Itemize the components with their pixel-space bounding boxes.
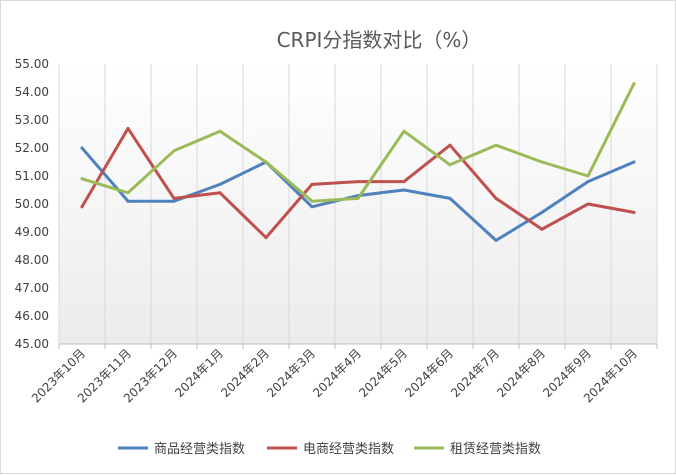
- data-point: [586, 180, 590, 184]
- data-point: [356, 196, 360, 200]
- x-tick-label: 2024年7月: [448, 346, 502, 400]
- x-tick-label: 2024年6月: [402, 346, 456, 400]
- data-point: [448, 143, 452, 147]
- legend: 商品经营类指数 电商经营类指数 租赁经营类指数: [118, 442, 541, 457]
- data-point: [402, 129, 406, 133]
- data-point: [448, 163, 452, 167]
- data-point: [540, 160, 544, 164]
- legend-label: 租赁经营类指数: [450, 442, 541, 457]
- legend-label: 电商经营类指数: [303, 442, 394, 457]
- data-point: [80, 205, 84, 209]
- data-point: [632, 82, 636, 86]
- data-point: [494, 143, 498, 147]
- y-tick-label: 53.00: [15, 113, 49, 127]
- x-axis-ticks: 2023年10月2023年11月2023年12月2024年1月2024年2月20…: [29, 346, 640, 405]
- axes: [58, 343, 658, 349]
- data-point: [448, 196, 452, 200]
- data-point: [402, 188, 406, 192]
- y-tick-label: 46.00: [15, 309, 49, 323]
- plot-area: [59, 64, 657, 344]
- data-point: [310, 182, 314, 186]
- data-point: [356, 180, 360, 184]
- data-point: [540, 210, 544, 214]
- data-point: [632, 160, 636, 164]
- y-tick-label: 51.00: [15, 169, 49, 183]
- x-tick-label: 2024年8月: [494, 346, 548, 400]
- y-axis-ticks: 45.00 46.00 47.00 48.00 49.00 50.00 51.00 52.00…: [15, 57, 49, 351]
- data-point: [126, 191, 130, 195]
- data-point: [80, 177, 84, 181]
- y-tick-label: 48.00: [15, 253, 49, 267]
- data-point: [632, 210, 636, 214]
- data-point: [172, 196, 176, 200]
- data-point: [172, 199, 176, 203]
- x-tick-label: 2024年1月: [172, 346, 226, 400]
- y-tick-label: 45.00: [15, 337, 49, 351]
- data-point: [172, 149, 176, 153]
- data-point: [126, 199, 130, 203]
- data-point: [218, 182, 222, 186]
- x-tick-label: 2024年5月: [356, 346, 410, 400]
- data-point: [218, 191, 222, 195]
- data-point: [80, 146, 84, 150]
- data-point: [494, 238, 498, 242]
- data-point: [494, 196, 498, 200]
- chart-title: CRPI分指数对比（%）: [277, 28, 482, 52]
- data-point: [218, 129, 222, 133]
- data-point: [586, 202, 590, 206]
- legend-label: 商品经营类指数: [154, 442, 245, 457]
- x-tick-label: 2024年3月: [264, 346, 318, 400]
- data-point: [126, 126, 130, 130]
- data-point: [540, 227, 544, 231]
- data-point: [264, 236, 268, 240]
- y-tick-label: 50.00: [15, 197, 49, 211]
- y-tick-label: 49.00: [15, 225, 49, 239]
- data-point: [264, 160, 268, 164]
- y-tick-label: 55.00: [15, 57, 49, 71]
- y-tick-label: 47.00: [15, 281, 49, 295]
- y-tick-label: 52.00: [15, 141, 49, 155]
- y-tick-label: 54.00: [15, 85, 49, 99]
- data-point: [402, 180, 406, 184]
- data-point: [586, 174, 590, 178]
- series-lines: [80, 82, 636, 242]
- data-point: [310, 205, 314, 209]
- x-tick-label: 2024年2月: [218, 346, 272, 400]
- data-point: [310, 199, 314, 203]
- gridlines: [58, 64, 658, 344]
- x-tick-label: 2024年4月: [310, 346, 364, 400]
